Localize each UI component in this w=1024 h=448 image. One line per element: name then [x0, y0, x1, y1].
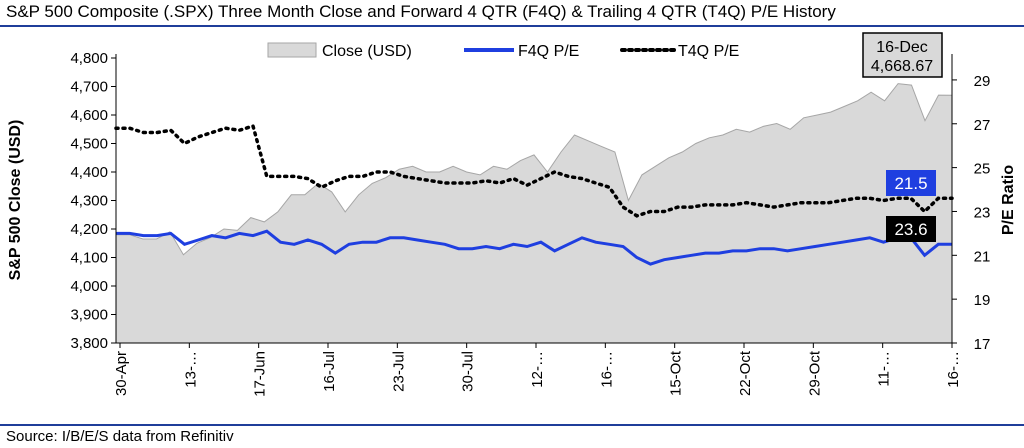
y-tick-label: 4,500 [70, 136, 108, 153]
t4q-line-series [114, 123, 954, 218]
y2-tick-label: 29 [974, 73, 991, 90]
title-divider [0, 25, 1024, 27]
y2-tick-label: 21 [974, 248, 991, 265]
x-tick-label: 29-Oct [806, 350, 823, 396]
y2-axis-title: P/E Ratio [1000, 165, 1017, 235]
y-tick-label: 4,000 [70, 278, 108, 295]
f4q-value-label: 21.5 [886, 170, 936, 196]
callout-date: 16-Dec [876, 39, 928, 56]
callout-box [862, 32, 943, 78]
x-tick-label: 11-… [876, 351, 893, 387]
source-note: Source: I/B/E/S data from Refinitiv [6, 428, 234, 445]
x-tick-label: 30-Jul [460, 351, 477, 392]
y-tick-label: 4,200 [70, 221, 108, 238]
legend-close-swatch [267, 42, 317, 58]
x-tick-label: 12-… [529, 351, 546, 388]
f4q-value-text: 21.5 [894, 174, 927, 193]
y2-tick-label: 23 [974, 204, 991, 221]
y2-tick-label: 17 [974, 336, 991, 353]
x-tick-label: 17-Jun [252, 351, 269, 397]
x-tick-label: 16-… [945, 351, 962, 388]
x-tick-label: 16-… [598, 351, 615, 388]
last-close-callout: 16-Dec 4,668.67 [862, 32, 943, 78]
y-tick-label: 4,300 [70, 193, 108, 210]
x-tick-label: 13-… [182, 351, 199, 388]
y-tick-label: 4,800 [70, 50, 108, 67]
y2-tick-label: 27 [974, 117, 991, 134]
close-area-series [115, 83, 953, 344]
y-tick-label: 4,100 [70, 250, 108, 267]
legend-close-label: Close (USD) [322, 43, 412, 60]
chart-title: S&P 500 Composite (.SPX) Three Month Clo… [6, 2, 836, 21]
legend-f4q-label: F4Q P/E [518, 43, 579, 60]
y2-tick-label: 19 [974, 292, 991, 309]
y-tick-label: 3,800 [70, 335, 108, 352]
x-tick-label: 30-Apr [113, 351, 130, 396]
t4q-value-text: 23.6 [894, 220, 927, 239]
t4q-value-label: 23.6 [886, 216, 936, 242]
f4q-line-series [116, 229, 952, 266]
y-tick-label: 4,600 [70, 107, 108, 124]
legend-t4q-label: T4Q P/E [678, 43, 739, 60]
x-tick-label: 23-Jul [390, 351, 407, 392]
y-tick-label: 3,900 [70, 307, 108, 324]
x-tick-label: 16-Jul [321, 351, 338, 392]
callout-close-value: 4,668.67 [871, 58, 933, 75]
y-tick-label: 4,400 [70, 164, 108, 181]
x-tick-label: 22-Oct [737, 350, 754, 396]
y2-tick-label: 25 [974, 161, 991, 178]
footer-divider [0, 424, 1024, 426]
y-tick-label: 4,700 [70, 79, 108, 96]
legend: Close (USD) F4Q P/E T4Q P/E [267, 42, 739, 60]
y-axis-title: S&P 500 Close (USD) [7, 120, 24, 281]
x-tick-label: 15-Oct [668, 350, 685, 396]
